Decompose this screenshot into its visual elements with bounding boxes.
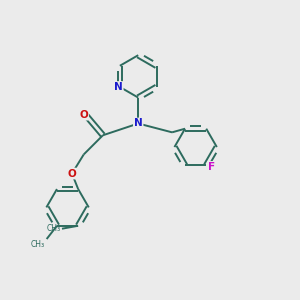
- Text: CH₃: CH₃: [46, 224, 61, 233]
- Text: CH₃: CH₃: [31, 241, 45, 250]
- Text: O: O: [68, 169, 76, 178]
- Text: N: N: [134, 118, 142, 128]
- Text: O: O: [80, 110, 88, 120]
- Text: F: F: [208, 162, 215, 172]
- Text: N: N: [114, 82, 123, 92]
